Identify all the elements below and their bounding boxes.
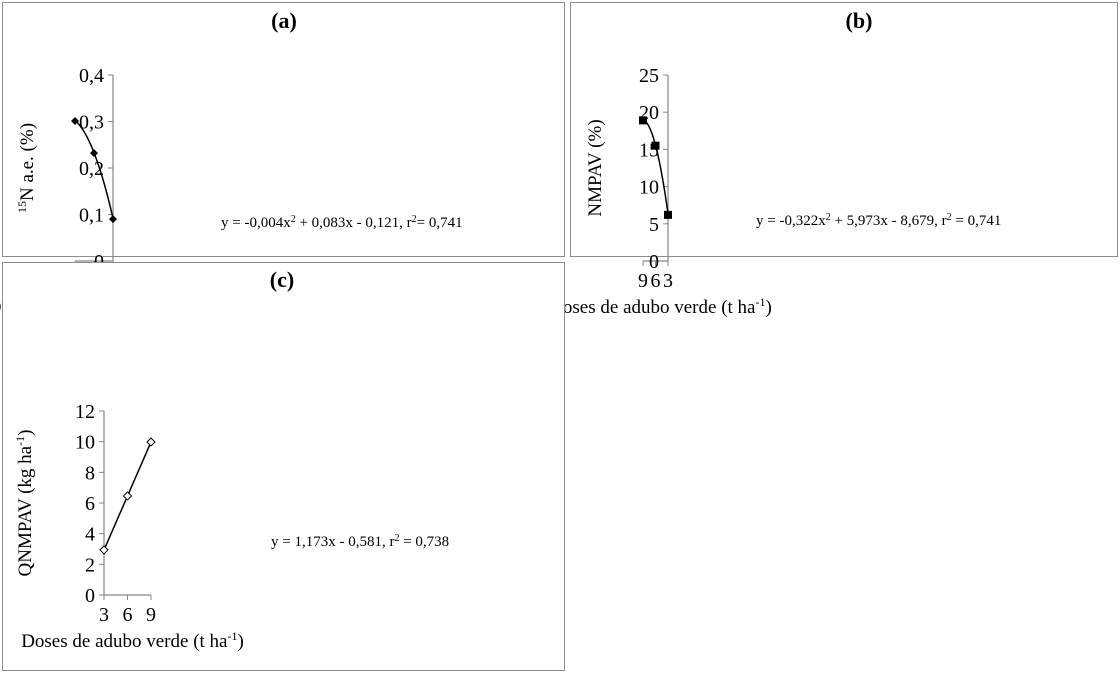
x-axis-label: Doses de adubo verde (t ha-1) — [549, 295, 772, 318]
y-tick-label: 12 — [75, 401, 95, 423]
y-axis-label: QNMPAV (kg ha-1) — [13, 430, 36, 577]
x-axis-label: Doses de adubo verde (t ha-1) — [21, 629, 244, 652]
data-point — [109, 215, 117, 224]
chart-title: (c) — [270, 267, 294, 292]
y-tick-label: 2 — [85, 554, 95, 576]
regression-equation: y = -0,322x2 + 5,973x - 8,679, r2 = 0,74… — [756, 212, 1001, 230]
data-point — [122, 491, 133, 501]
panel-c: (c) 0 2 4 6 8 10 12 3 6 9 Doses de adubo verde (t h… — [2, 262, 565, 671]
data-point — [71, 117, 79, 126]
y-axis-label: 15N a.e. (%) — [15, 123, 38, 213]
chart-title: (a) — [271, 8, 297, 33]
data-point — [639, 116, 647, 125]
regression-equation: y = 1,173x - 0,581, r2 = 0,738 — [271, 533, 449, 551]
data-point — [651, 141, 660, 150]
y-tick-label: 10 — [639, 177, 659, 199]
chart-title: (b) — [846, 8, 873, 33]
panel-b: (b) 0 5 10 15 20 25 3 6 9 Doses de adubo verde (t … — [549, 2, 1118, 318]
y-tick-label: 6 — [85, 493, 95, 515]
x-tick-label: 9 — [146, 604, 156, 626]
y-tick-label: 8 — [85, 462, 95, 484]
x-tick-label: 3 — [663, 270, 673, 292]
x-tick-label: 6 — [123, 604, 133, 626]
y-tick-label: 25 — [639, 65, 659, 87]
data-point — [146, 437, 156, 447]
y-tick-label: 0 — [85, 585, 95, 607]
data-point — [664, 210, 672, 219]
y-tick-label: 4 — [85, 524, 95, 546]
y-tick-label: 0,3 — [79, 112, 104, 134]
y-tick-label: 5 — [649, 214, 659, 236]
x-tick-label: 9 — [638, 270, 648, 292]
trend-line — [642, 118, 669, 214]
y-tick-label: 0,1 — [79, 205, 104, 227]
y-tick-label: 0,4 — [79, 65, 104, 87]
regression-equation: y = -0,004x2 + 0,083x - 0,121, r2= 0,741 — [221, 214, 463, 232]
data-point — [90, 149, 98, 158]
chart-a: (a)00,10,20,30,4369Doses de adubo verde … — [0, 8, 463, 318]
y-tick-label: 10 — [75, 432, 95, 454]
x-tick-label: 3 — [99, 604, 109, 626]
y-axis-label: NMPAV (%) — [585, 119, 606, 216]
data-point — [99, 545, 109, 555]
y-tick-label: 0 — [649, 251, 659, 273]
x-tick-label: 6 — [651, 270, 661, 292]
panel-a: (a)00,10,20,30,4369Doses de adubo verde … — [0, 2, 565, 318]
